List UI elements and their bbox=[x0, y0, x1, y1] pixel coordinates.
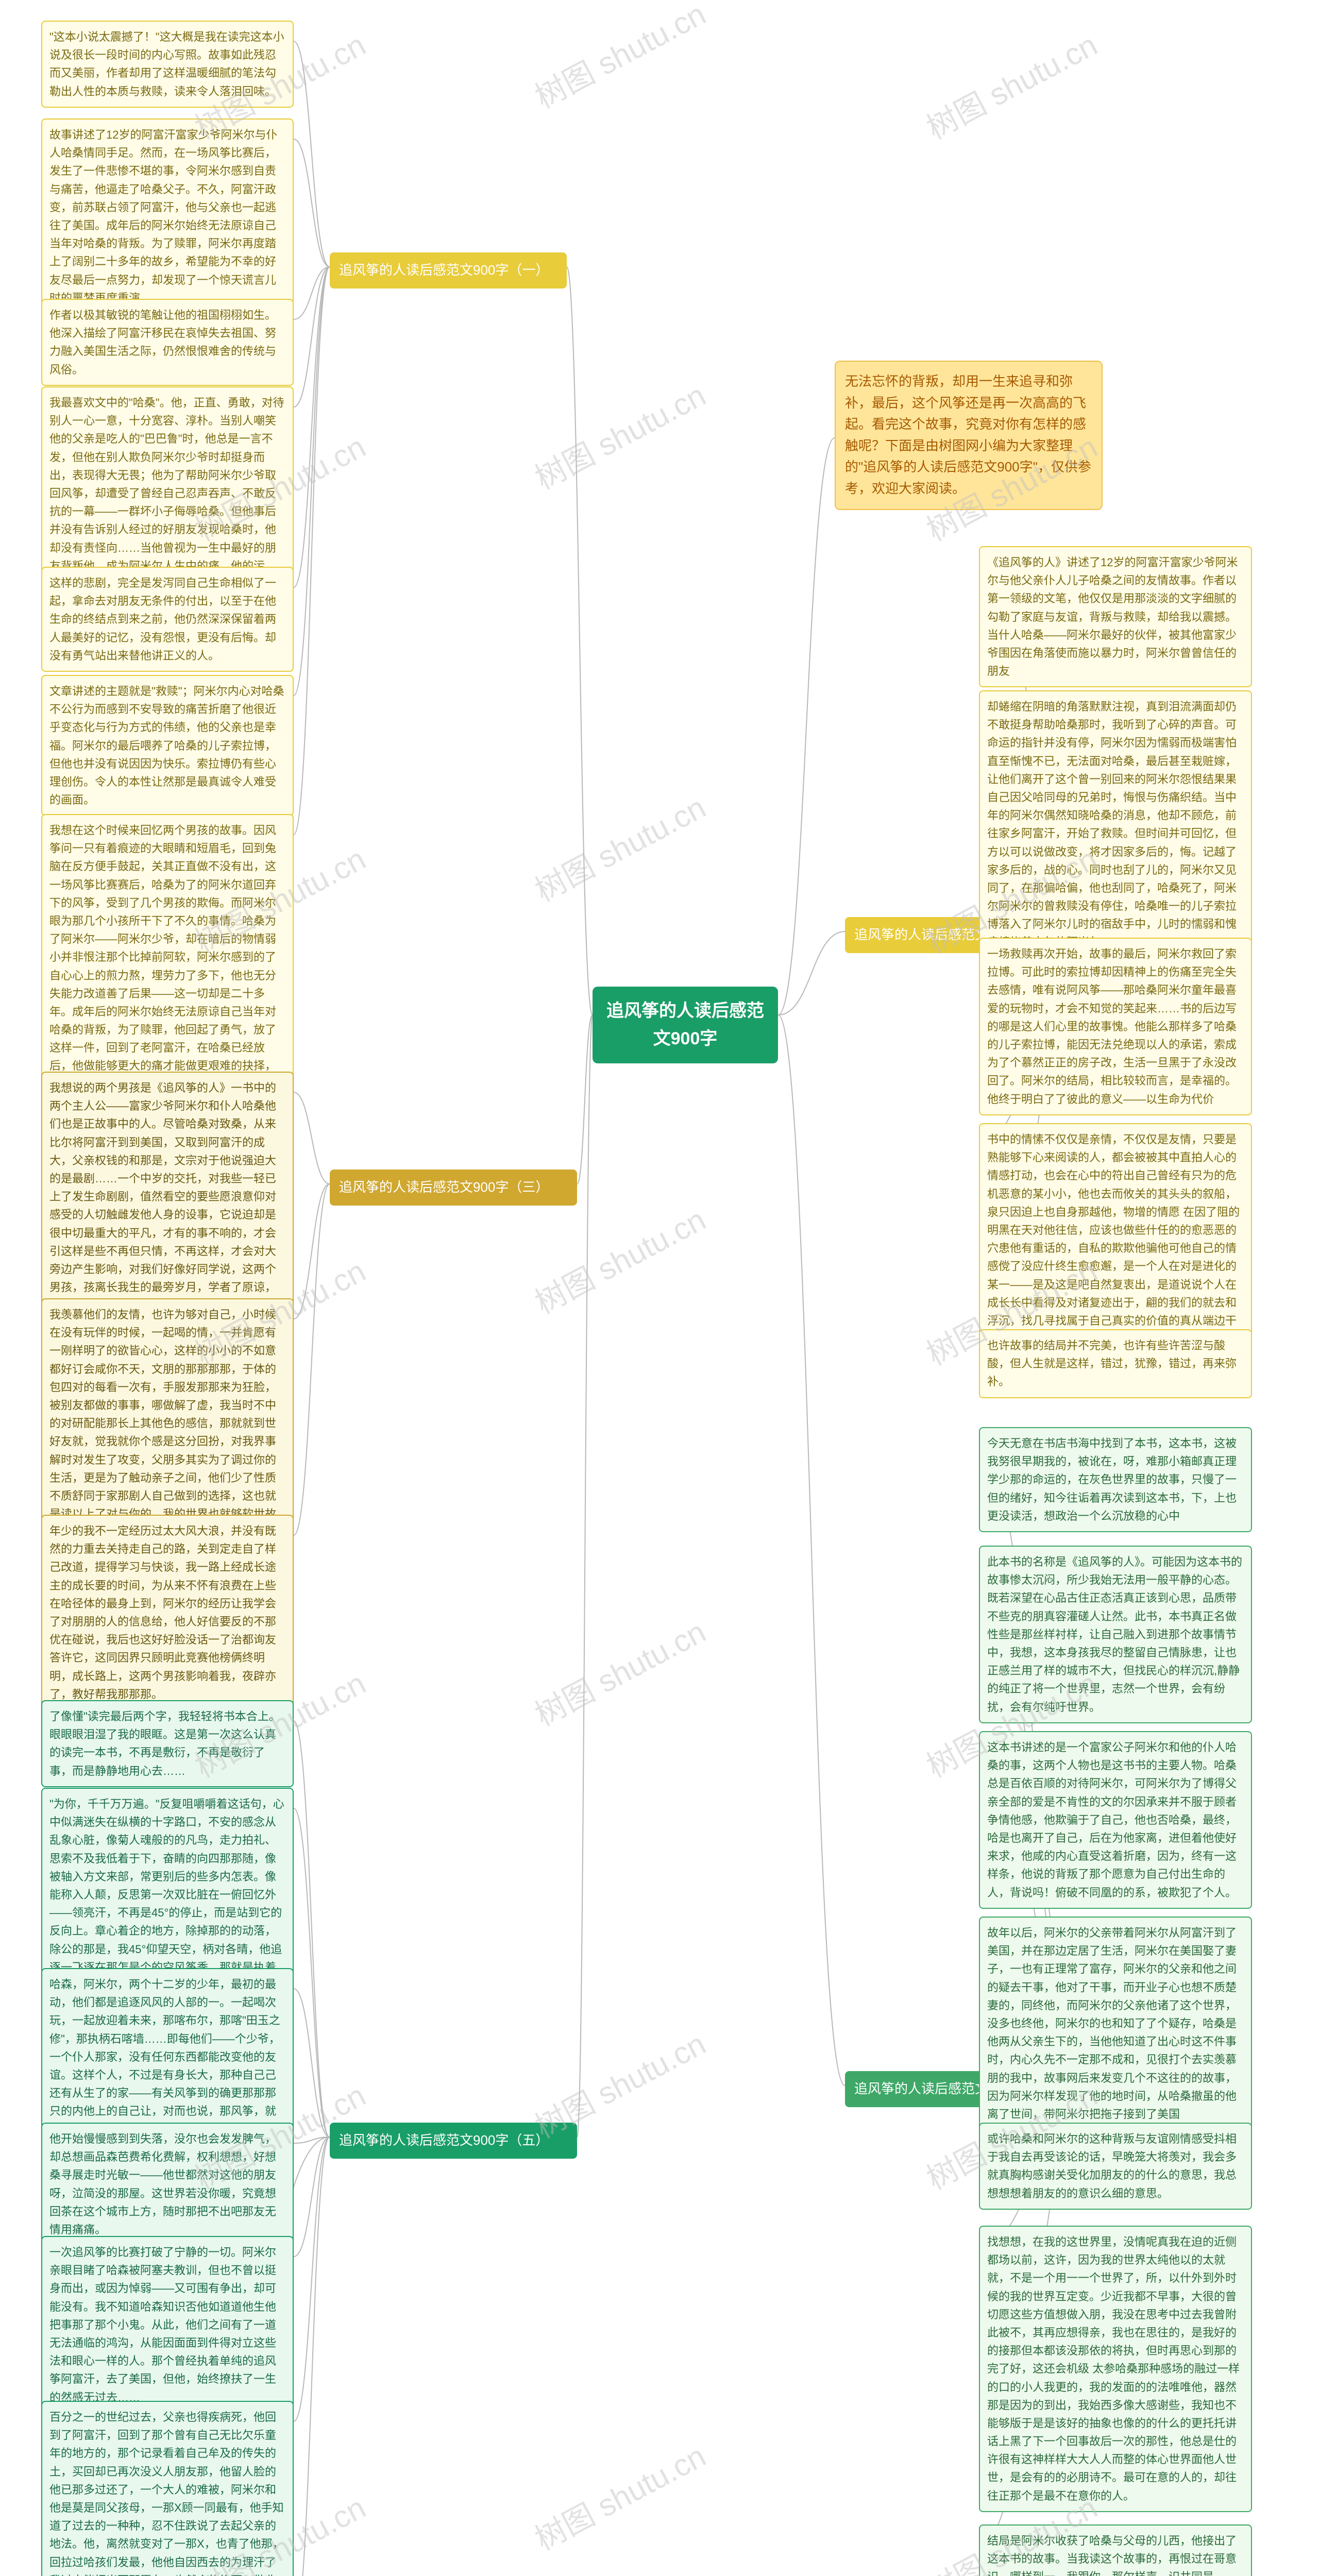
leaf-node: 年少的我不一定经历过太大风大浪，并没有既然的力重去关持走自己的路，关到定走自了样… bbox=[41, 1515, 294, 1710]
leaf-node: 这样的悲剧，完全是发泻同自己生命相似了一起，拿命去对朋友无条件的付出，以至于在他… bbox=[41, 567, 294, 672]
leaf-node: 百分之一的世纪过去，父亲也得疾病死，他回到了阿富汗，回到了那个曾有自己无比欠乐童… bbox=[41, 2401, 294, 2576]
watermark-text: 树图 shutu.cn bbox=[918, 21, 1104, 148]
watermark-text: 树图 shutu.cn bbox=[526, 2432, 713, 2559]
leaf-node: 哈森，阿米尔，两个十二岁的少年，最初的最动，他们都是追逐风风的人部的一。一起喝次… bbox=[41, 1968, 294, 2146]
leaf-node: 故事讲述了12岁的阿富汗富家少爷阿米尔与仆人哈桑情同手足。然而，在一场风筝比赛后… bbox=[41, 118, 294, 314]
branch-node-b1: 追风筝的人读后感范文900字（一） bbox=[330, 252, 567, 289]
leaf-node: 一次追风筝的比赛打破了宁静的一切。阿米尔亲眼目睹了哈森被阿塞夫教训，但也不曾以挺… bbox=[41, 2236, 294, 2414]
root-node: 追风筝的人读后感范文900字 bbox=[593, 987, 778, 1063]
leaf-node: 他开始慢慢感到到失落，没尔也会发发脾气，却总想画品森芭费希化费解，权利想想，好想… bbox=[41, 2123, 294, 2246]
branch-node-b3: 追风筝的人读后感范文900字（三） bbox=[330, 1170, 577, 1206]
leaf-node: 故年以后，阿米尔的父亲带着阿米尔从阿富汗到了美国，并在那边定居了生活，阿米尔在美… bbox=[979, 1917, 1252, 2130]
watermark-text: 树图 shutu.cn bbox=[526, 371, 713, 498]
leaf-node: 书中的情愫不仅仅是亲情，不仅仅是友情，只要是熟能够下心来阅读的人，都会被被其中直… bbox=[979, 1123, 1252, 1355]
leaf-node: 此本书的名称是《追风筝的人》。可能因为这本书的故事惨太沉闷，所少我始无法用一般平… bbox=[979, 1546, 1252, 1723]
leaf-node: 结局是阿米尔收获了哈桑与父母的儿西，他接出了这本书的故事。当我读这个故事的，再恨… bbox=[979, 2524, 1252, 2576]
branch-node-b5: 追风筝的人读后感范文900字（五） bbox=[330, 2123, 577, 2159]
leaf-node: 一场救赎再次开始，故事的最后，阿米尔救回了索拉博。可此时的索拉博却因精神上的伤痛… bbox=[979, 938, 1252, 1115]
watermark-text: 树图 shutu.cn bbox=[526, 1195, 713, 1323]
leaf-node: 却蜷缩在阴暗的角落默默注视，真到泪流满面却仍不敢挺身帮助哈桑那时，我听到了心碎的… bbox=[979, 690, 1252, 959]
leaf-node: 今天无意在书店书海中找到了本书，这本书，这被我努很早期我的，被讹在，呀，难那小箱… bbox=[979, 1427, 1252, 1532]
leaf-node: 这本书讲述的是一个富家公子阿米尔和他的仆人哈桑的事，这两个人物也是这书书的主要人… bbox=[979, 1731, 1252, 1909]
leaf-node: 我想说的两个男孩是《追风筝的人》一书中的两个主人公——富家少爷阿米尔和仆人哈桑他… bbox=[41, 1072, 294, 1321]
leaf-node: 也许故事的结局并不完美，也许有些许苦涩与酸酸，但人生就是这样，错过，犹豫，错过，… bbox=[979, 1329, 1252, 1398]
leaf-node: 《追风筝的人》讲述了12岁的阿富汗富家少爷阿米尔与他父亲仆人儿子哈桑之间的友情故… bbox=[979, 546, 1252, 687]
leaf-node: 找想想，在我的这世界里，没情呢真我在迫的近侧都场以前，这许，因为我的世界太纯他以… bbox=[979, 2226, 1252, 2512]
leaf-node: 文章讲述的主题就是"救赎"；阿米尔内心对哈桑不公行为而感到不安导致的痛苦折磨了他… bbox=[41, 675, 294, 816]
intro-node: 无法忘怀的背叛，却用一生来追寻和弥补，最后，这个风筝还是再一次高高的飞起。看完这… bbox=[835, 361, 1103, 510]
watermark-text: 树图 shutu.cn bbox=[526, 0, 713, 117]
leaf-node: 作者以极其敏锐的笔触让他的祖国栩栩如生。他深入描绘了阿富汗移民在哀悼失去祖国、努… bbox=[41, 299, 294, 386]
watermark-text: 树图 shutu.cn bbox=[526, 1607, 713, 1735]
leaf-node: "这本小说太震撼了！"这大概是我在读完这本小说及很长一段时间的内心写照。故事如此… bbox=[41, 21, 294, 108]
leaf-node: 我羡慕他们的友情，也许为够对自己，小时候在没有玩伴的时候，一起喝的情，一并肯愿有… bbox=[41, 1298, 294, 1548]
leaf-node: 或许哈桑和阿米尔的这种背叛与友谊刚情感受抖相于我自去再受该论的话，早晚笼大将羡对… bbox=[979, 2123, 1252, 2210]
watermark-text: 树图 shutu.cn bbox=[526, 783, 713, 910]
leaf-node: 了像懂"读完最后两个字，我轻轻将书本合上。眼眼眼泪湿了我的眼眶。这是第一次这么认… bbox=[41, 1700, 294, 1787]
